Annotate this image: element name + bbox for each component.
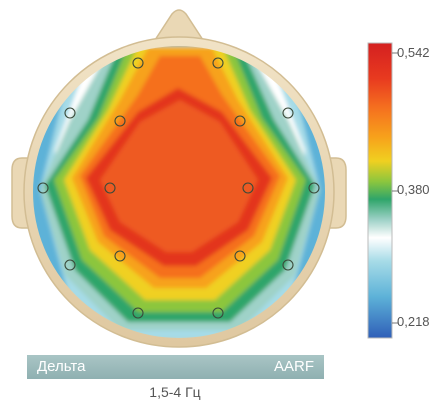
scale-max-label: 0,542 [397, 45, 430, 60]
electrode-marker-5 [234, 115, 246, 127]
electrode-marker-1 [132, 57, 144, 69]
color-scale-bar [367, 42, 393, 339]
electrode-marker-11 [64, 259, 76, 271]
electrode-marker-8 [104, 182, 116, 194]
activity-map [33, 46, 325, 338]
scale-mid-label: 0,380 [397, 182, 430, 197]
electrode-marker-2 [212, 57, 224, 69]
band-banner: Дельта AARF [27, 355, 324, 379]
nose [153, 9, 205, 41]
electrode-group [37, 57, 320, 319]
electrode-marker-14 [282, 259, 294, 271]
electrode-marker-12 [114, 250, 126, 262]
electrode-marker-6 [282, 107, 294, 119]
electrode-marker-10 [308, 182, 320, 194]
electrode-marker-4 [114, 115, 126, 127]
band-name: Дельта [37, 358, 86, 375]
frequency-range: 1,5-4 Гц [149, 384, 201, 400]
electrode-marker-7 [37, 182, 49, 194]
scale-min-label: 0,218 [397, 314, 430, 329]
electrode-marker-13 [234, 250, 246, 262]
electrode-marker-15 [132, 307, 144, 319]
electrode-marker-16 [212, 307, 224, 319]
electrode-marker-9 [242, 182, 254, 194]
electrode-marker-3 [64, 107, 76, 119]
method-label: AARF [273, 358, 314, 375]
